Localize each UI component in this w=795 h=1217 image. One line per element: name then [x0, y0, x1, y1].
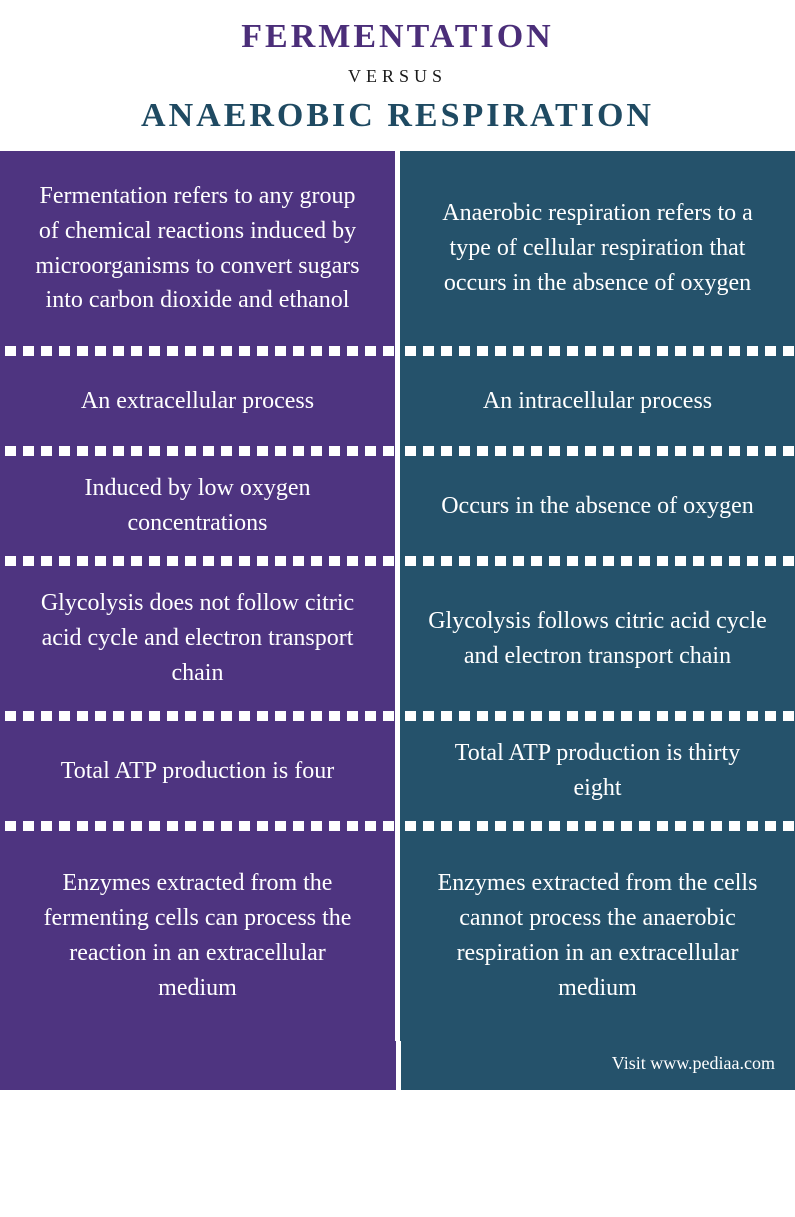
left-cell-1: An extracellular process	[0, 356, 395, 446]
left-cell-0: Fermentation refers to any group of chem…	[0, 151, 395, 346]
left-divider-0	[0, 346, 395, 356]
versus-label: VERSUS	[0, 66, 795, 87]
left-divider-1	[0, 446, 395, 456]
right-cell-5: Enzymes extracted from the cells cannot …	[400, 831, 795, 1041]
right-cell-4: Total ATP production is thirty eight	[400, 721, 795, 821]
comparison-grid: Fermentation refers to any group of chem…	[0, 151, 795, 1041]
header: FERMENTATION VERSUS ANAEROBIC RESPIRATIO…	[0, 0, 795, 151]
right-divider-3	[400, 711, 795, 721]
left-cell-2: Induced by low oxygen concentrations	[0, 456, 395, 556]
right-cell-2: Occurs in the absence of oxygen	[400, 456, 795, 556]
left-cell-4: Total ATP production is four	[0, 721, 395, 821]
right-cell-1: An intracellular process	[400, 356, 795, 446]
right-cell-0: Anaerobic respiration refers to a type o…	[400, 151, 795, 346]
right-divider-1	[400, 446, 795, 456]
left-cell-3: Glycolysis does not follow citric acid c…	[0, 566, 395, 711]
right-divider-4	[400, 821, 795, 831]
left-divider-2	[0, 556, 395, 566]
left-cell-5: Enzymes extracted from the fermenting ce…	[0, 831, 395, 1041]
right-cell-3: Glycolysis follows citric acid cycle and…	[400, 566, 795, 711]
right-column: Anaerobic respiration refers to a type o…	[400, 151, 795, 1041]
comparison-infographic: FERMENTATION VERSUS ANAEROBIC RESPIRATIO…	[0, 0, 795, 1090]
right-divider-0	[400, 346, 795, 356]
left-divider-3	[0, 711, 395, 721]
title-right: ANAEROBIC RESPIRATION	[0, 97, 795, 135]
title-left: FERMENTATION	[0, 18, 795, 56]
footer-credit: Visit www.pediaa.com	[401, 1041, 795, 1090]
left-column: Fermentation refers to any group of chem…	[0, 151, 395, 1041]
left-divider-4	[0, 821, 395, 831]
right-divider-2	[400, 556, 795, 566]
